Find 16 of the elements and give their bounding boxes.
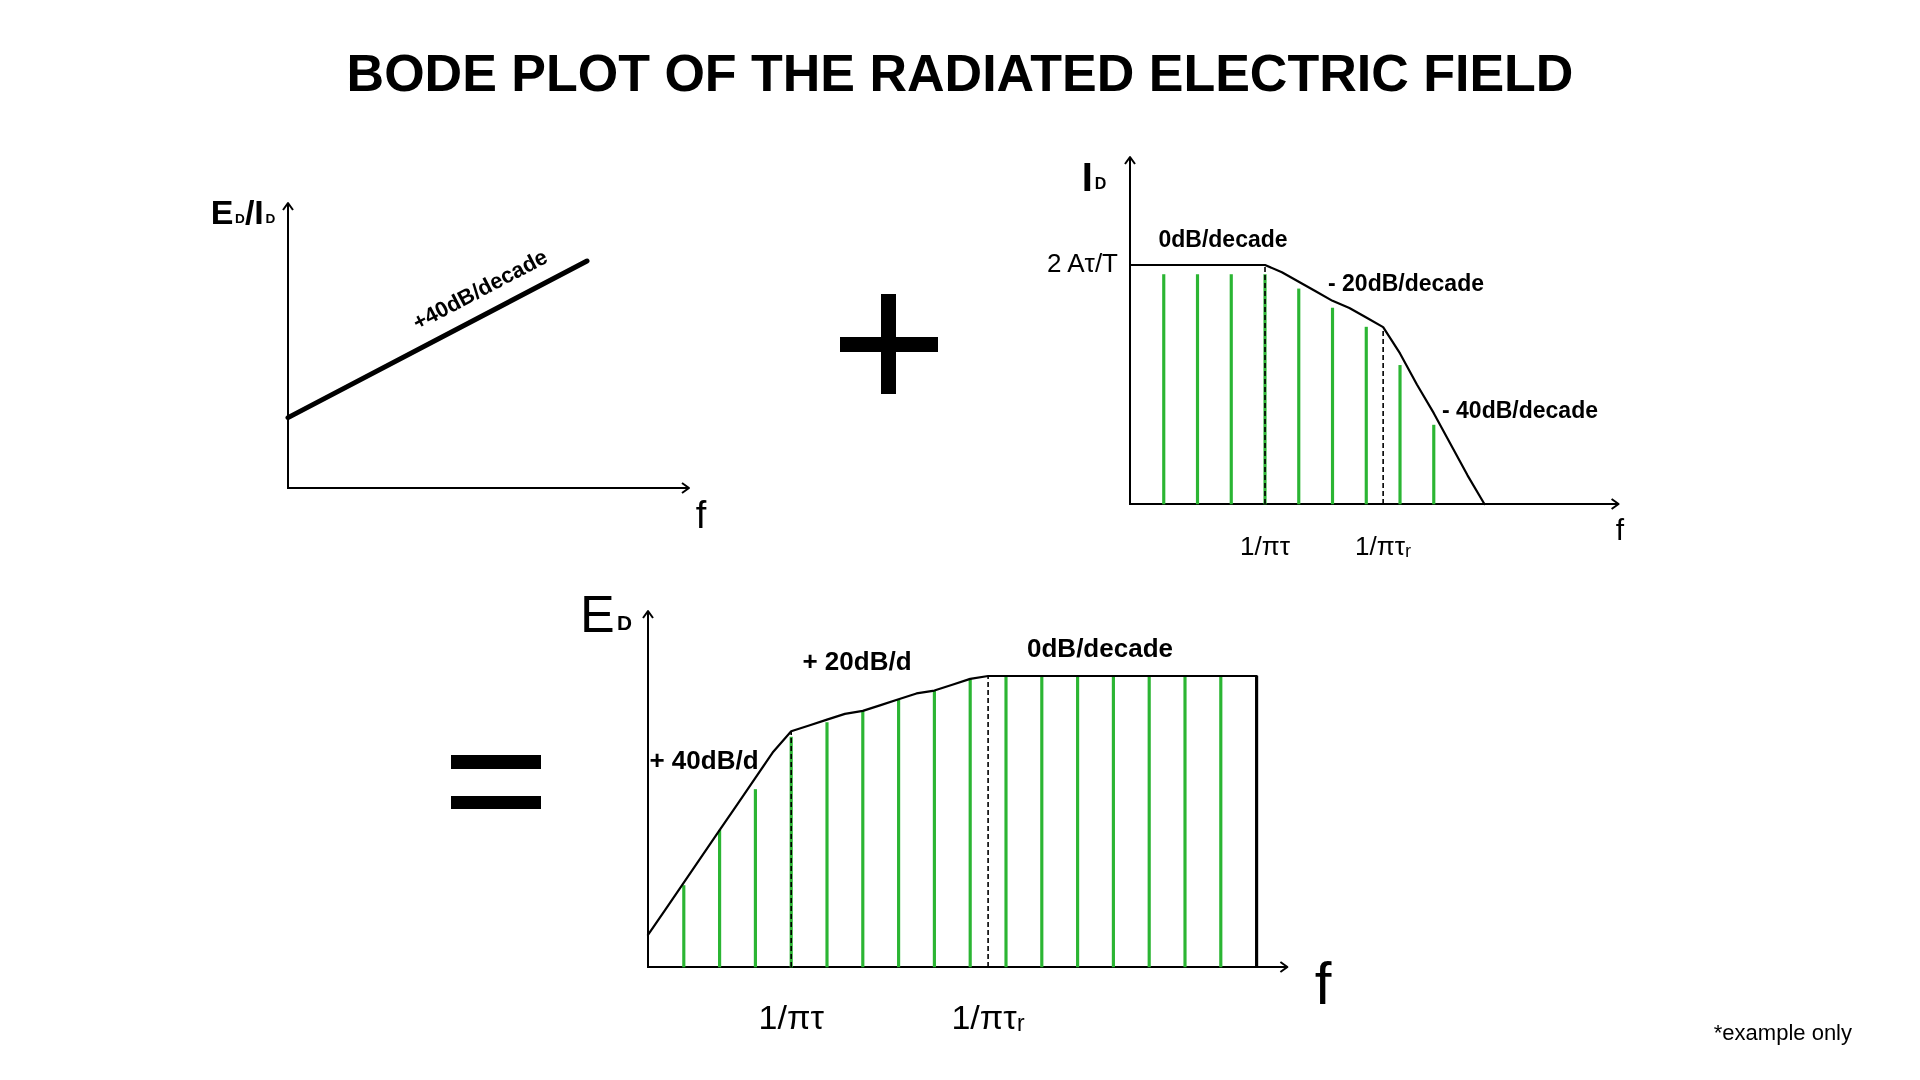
text: 0dB/decade: [1027, 633, 1173, 664]
annotation: + 20dB/d: [802, 646, 912, 677]
x-axis-title: f: [695, 494, 707, 536]
annotation: - 20dB/decade: [1328, 270, 1484, 297]
x-tick-label: 1/πτ: [1240, 530, 1291, 561]
text: 0dB/decade: [1158, 226, 1288, 253]
x-axis-title: f: [1615, 513, 1625, 546]
text: BODE PLOT OF THE RADIATED ELECTRIC FIELD: [345, 43, 1575, 103]
annotation: + 40dB/d: [649, 745, 759, 776]
x-axis-title: f: [1314, 950, 1332, 1017]
annotation: - 40dB/decade: [1442, 397, 1598, 424]
x-tick-label: 1/πτᵣ: [1355, 530, 1412, 561]
x-tick-label: 1/πτ: [758, 997, 825, 1036]
text: 2 Aτ/T: [1047, 248, 1119, 279]
text: *example only: [1713, 1019, 1852, 1047]
x-tick-label: 1/πτᵣ: [951, 997, 1025, 1036]
